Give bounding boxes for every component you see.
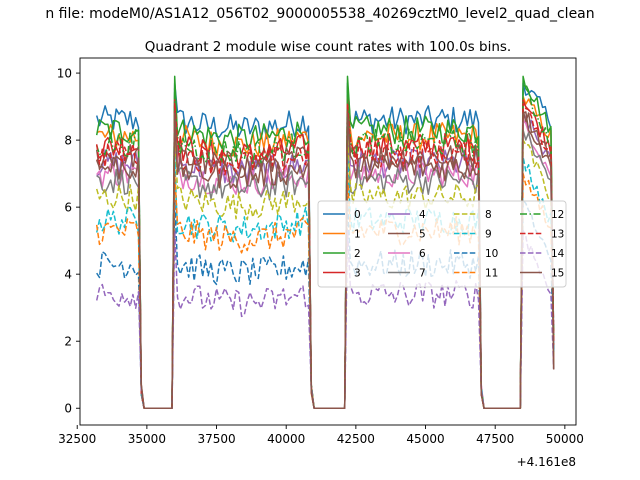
axes-layer: 32500 35000 37500 40000 42500 45000 47500 50000… (57, 57, 584, 446)
x-tick-label: 45000 (406, 432, 444, 446)
legend-label-12: 12 (551, 209, 564, 221)
x-tick-label: 35000 (128, 432, 166, 446)
chart-title: Quadrant 2 module wise count rates with … (145, 39, 511, 55)
x-tick-label: 40000 (267, 432, 305, 446)
x-tick-label: 37500 (197, 432, 235, 446)
x-tick-label: 50000 (546, 432, 584, 446)
y-tick-label: 4 (64, 268, 72, 282)
legend-label-5: 5 (419, 229, 426, 241)
y-tick-label: 2 (64, 335, 72, 349)
x-offset-label: +4.161e8 (517, 455, 576, 469)
y-tick-label: 0 (64, 402, 72, 416)
series-line-15 (95, 111, 555, 409)
legend-label-4: 4 (419, 209, 426, 221)
legend-label-15: 15 (551, 268, 564, 280)
legend-label-2: 2 (354, 248, 361, 260)
figure-suptitle: n file: modeM0/AS1A12_056T02_9000005538_… (45, 6, 594, 22)
legend-label-9: 9 (485, 229, 492, 241)
legend-label-1: 1 (354, 229, 361, 241)
legend-label-8: 8 (485, 209, 492, 221)
legend-label-7: 7 (419, 268, 426, 280)
legend-label-10: 10 (485, 248, 498, 260)
legend-label-0: 0 (354, 209, 361, 221)
x-tick-label: 32500 (58, 432, 96, 446)
legend-label-13: 13 (551, 229, 564, 241)
legend-label-14: 14 (551, 248, 565, 260)
x-tick-label: 42500 (337, 432, 375, 446)
axes-frame (79, 57, 577, 426)
y-tick-label: 10 (57, 67, 72, 81)
legend-label-3: 3 (354, 268, 361, 280)
x-tick-label: 47500 (476, 432, 514, 446)
y-tick-label: 8 (64, 134, 72, 148)
legend-box (317, 200, 567, 288)
legend-label-6: 6 (419, 248, 426, 260)
legend-label-11: 11 (485, 268, 498, 280)
y-tick-label: 6 (64, 201, 72, 215)
